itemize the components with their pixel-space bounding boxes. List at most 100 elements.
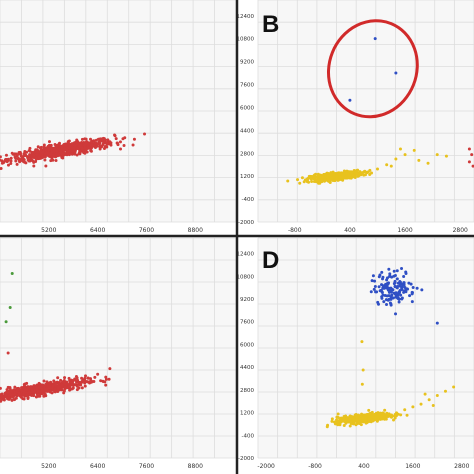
data-point <box>84 141 88 145</box>
data-point <box>143 132 147 136</box>
data-point <box>370 410 374 414</box>
data-point <box>41 155 45 159</box>
data-point <box>131 143 135 147</box>
data-point <box>108 367 112 371</box>
data-point <box>9 162 13 166</box>
data-point <box>381 284 385 288</box>
data-point <box>52 154 56 158</box>
data-point <box>7 391 11 395</box>
data-point <box>32 164 36 168</box>
data-point <box>348 98 352 102</box>
data-point <box>32 154 36 158</box>
data-point <box>43 158 47 162</box>
data-point <box>423 392 427 396</box>
x-tick-label: 5200 <box>41 463 56 470</box>
data-point <box>435 321 439 325</box>
data-point <box>358 171 362 175</box>
data-point <box>81 379 85 383</box>
data-point <box>8 306 12 310</box>
panel-c: 5200 6400 7600 8800 <box>0 237 237 470</box>
data-point <box>19 395 23 399</box>
data-point <box>14 159 18 163</box>
data-point <box>99 379 103 383</box>
data-point <box>40 388 44 392</box>
data-point <box>373 416 377 420</box>
data-point <box>14 396 18 400</box>
data-point <box>388 414 392 418</box>
data-point <box>63 387 67 391</box>
data-point <box>102 138 106 142</box>
data-point <box>49 381 53 385</box>
data-point <box>57 385 61 389</box>
data-point <box>427 398 431 402</box>
data-point <box>342 419 346 423</box>
data-point <box>467 147 471 151</box>
data-point <box>9 156 13 160</box>
data-point <box>357 413 361 417</box>
data-point <box>358 421 362 425</box>
data-point <box>54 159 58 163</box>
data-point <box>26 386 30 390</box>
data-point <box>100 145 104 149</box>
data-point <box>45 153 49 157</box>
data-point <box>370 171 374 175</box>
data-point <box>367 408 371 412</box>
y-tick-label: 4400 <box>240 128 254 134</box>
data-point <box>383 286 387 290</box>
data-point <box>62 152 66 156</box>
data-point <box>390 414 394 418</box>
data-point <box>341 174 345 178</box>
data-point <box>310 179 314 183</box>
data-point <box>22 382 26 386</box>
data-point <box>387 294 391 298</box>
data-point <box>345 416 349 420</box>
data-point <box>80 137 84 141</box>
data-point <box>360 340 364 344</box>
data-point <box>342 423 346 427</box>
data-point <box>393 412 397 416</box>
data-point <box>388 272 392 276</box>
data-point <box>22 390 26 394</box>
y-tick-label: 1200 <box>240 174 254 180</box>
data-point <box>375 414 379 418</box>
data-point <box>419 402 423 406</box>
data-point <box>88 145 92 149</box>
data-point <box>393 273 397 277</box>
data-point <box>45 380 49 384</box>
data-point <box>52 149 56 153</box>
data-point <box>384 413 388 417</box>
data-point <box>334 177 338 181</box>
data-point <box>372 287 376 291</box>
data-point <box>59 151 63 155</box>
y-tick-label: 4400 <box>240 365 254 371</box>
data-point <box>83 384 87 388</box>
data-point <box>346 176 350 180</box>
y-tick-label: 2800 <box>240 151 254 157</box>
data-point <box>345 419 349 423</box>
data-point <box>4 320 8 324</box>
data-point <box>355 415 359 419</box>
data-point <box>308 175 312 179</box>
data-point <box>0 155 2 159</box>
data-point <box>61 380 65 384</box>
highlight-ellipse <box>326 19 419 119</box>
x-tick-label: 6400 <box>90 463 105 470</box>
data-point <box>47 140 51 144</box>
data-point <box>411 405 415 409</box>
y-tick-label: 10800 <box>237 37 255 43</box>
data-point <box>375 167 379 171</box>
data-point <box>435 153 439 157</box>
data-point <box>330 417 334 421</box>
data-point <box>13 392 17 396</box>
data-point <box>286 179 290 183</box>
data-point <box>55 153 59 157</box>
data-point <box>53 383 57 387</box>
data-point <box>61 156 65 160</box>
data-point <box>380 291 384 295</box>
data-point <box>368 412 372 416</box>
data-point <box>387 290 391 294</box>
data-point <box>121 137 125 141</box>
data-point <box>79 143 83 147</box>
data-point <box>70 146 74 150</box>
data-point <box>80 386 84 390</box>
